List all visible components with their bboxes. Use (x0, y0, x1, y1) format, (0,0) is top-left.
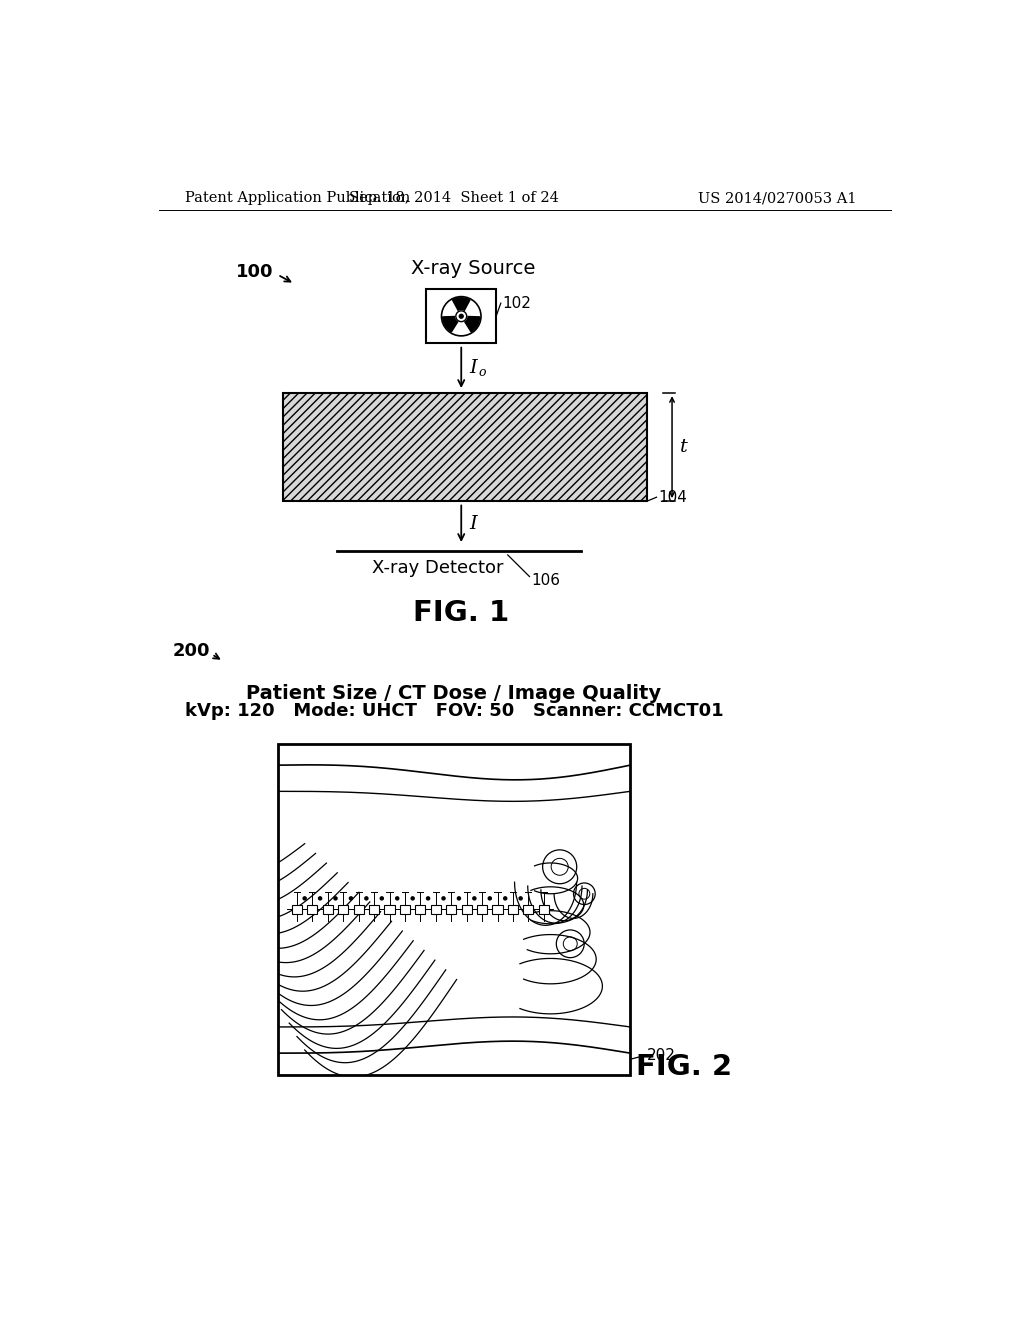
Bar (278, 743, 630, 1074)
Bar (477, 904, 487, 913)
Text: 202: 202 (646, 1048, 676, 1063)
Circle shape (460, 314, 463, 318)
Text: I: I (469, 359, 477, 376)
Bar (369, 904, 379, 913)
Text: Patient Size / CT Dose / Image Quality: Patient Size / CT Dose / Image Quality (247, 684, 662, 704)
Text: 100: 100 (237, 264, 273, 281)
Text: X-ray Source: X-ray Source (411, 259, 536, 279)
Circle shape (442, 896, 445, 900)
Circle shape (458, 896, 461, 900)
Circle shape (380, 896, 383, 900)
Text: t: t (680, 438, 688, 457)
Wedge shape (453, 298, 470, 312)
Bar (462, 904, 472, 913)
Text: X-ray Detector: X-ray Detector (373, 560, 504, 577)
Text: FIG. 1: FIG. 1 (413, 599, 509, 627)
Bar (292, 904, 302, 913)
Circle shape (488, 896, 492, 900)
Bar (283, 393, 647, 502)
Wedge shape (442, 317, 459, 331)
Bar (323, 904, 333, 913)
Text: 102: 102 (503, 296, 531, 310)
Bar (523, 904, 534, 913)
Bar (416, 904, 425, 913)
Bar (353, 904, 364, 913)
Circle shape (473, 896, 476, 900)
Circle shape (318, 896, 322, 900)
Bar (384, 904, 394, 913)
Bar (400, 904, 410, 913)
Circle shape (456, 312, 467, 322)
Circle shape (411, 896, 414, 900)
Text: FIG. 2: FIG. 2 (636, 1053, 732, 1081)
Text: I: I (469, 515, 477, 533)
Circle shape (395, 896, 398, 900)
Circle shape (427, 896, 430, 900)
Bar (508, 904, 518, 913)
Text: Patent Application Publication: Patent Application Publication (184, 191, 410, 206)
Bar (539, 904, 549, 913)
Text: Sep. 18, 2014  Sheet 1 of 24: Sep. 18, 2014 Sheet 1 of 24 (348, 191, 558, 206)
Circle shape (303, 896, 306, 900)
Circle shape (519, 896, 522, 900)
Text: o: o (478, 366, 485, 379)
Bar (431, 904, 441, 913)
Bar (307, 904, 317, 913)
Circle shape (349, 896, 352, 900)
Circle shape (504, 896, 507, 900)
Bar (426, 289, 496, 343)
Wedge shape (464, 317, 480, 331)
Bar (493, 904, 503, 913)
Text: kVp: 120   Mode: UHCT   FOV: 50   Scanner: CCMCT01: kVp: 120 Mode: UHCT FOV: 50 Scanner: CCM… (184, 702, 723, 721)
Text: 106: 106 (531, 573, 560, 587)
Text: US 2014/0270053 A1: US 2014/0270053 A1 (698, 191, 856, 206)
Text: 104: 104 (658, 490, 687, 504)
Bar (338, 904, 348, 913)
Circle shape (365, 896, 368, 900)
Text: 200: 200 (173, 643, 210, 660)
Bar (446, 904, 457, 913)
Circle shape (334, 896, 337, 900)
